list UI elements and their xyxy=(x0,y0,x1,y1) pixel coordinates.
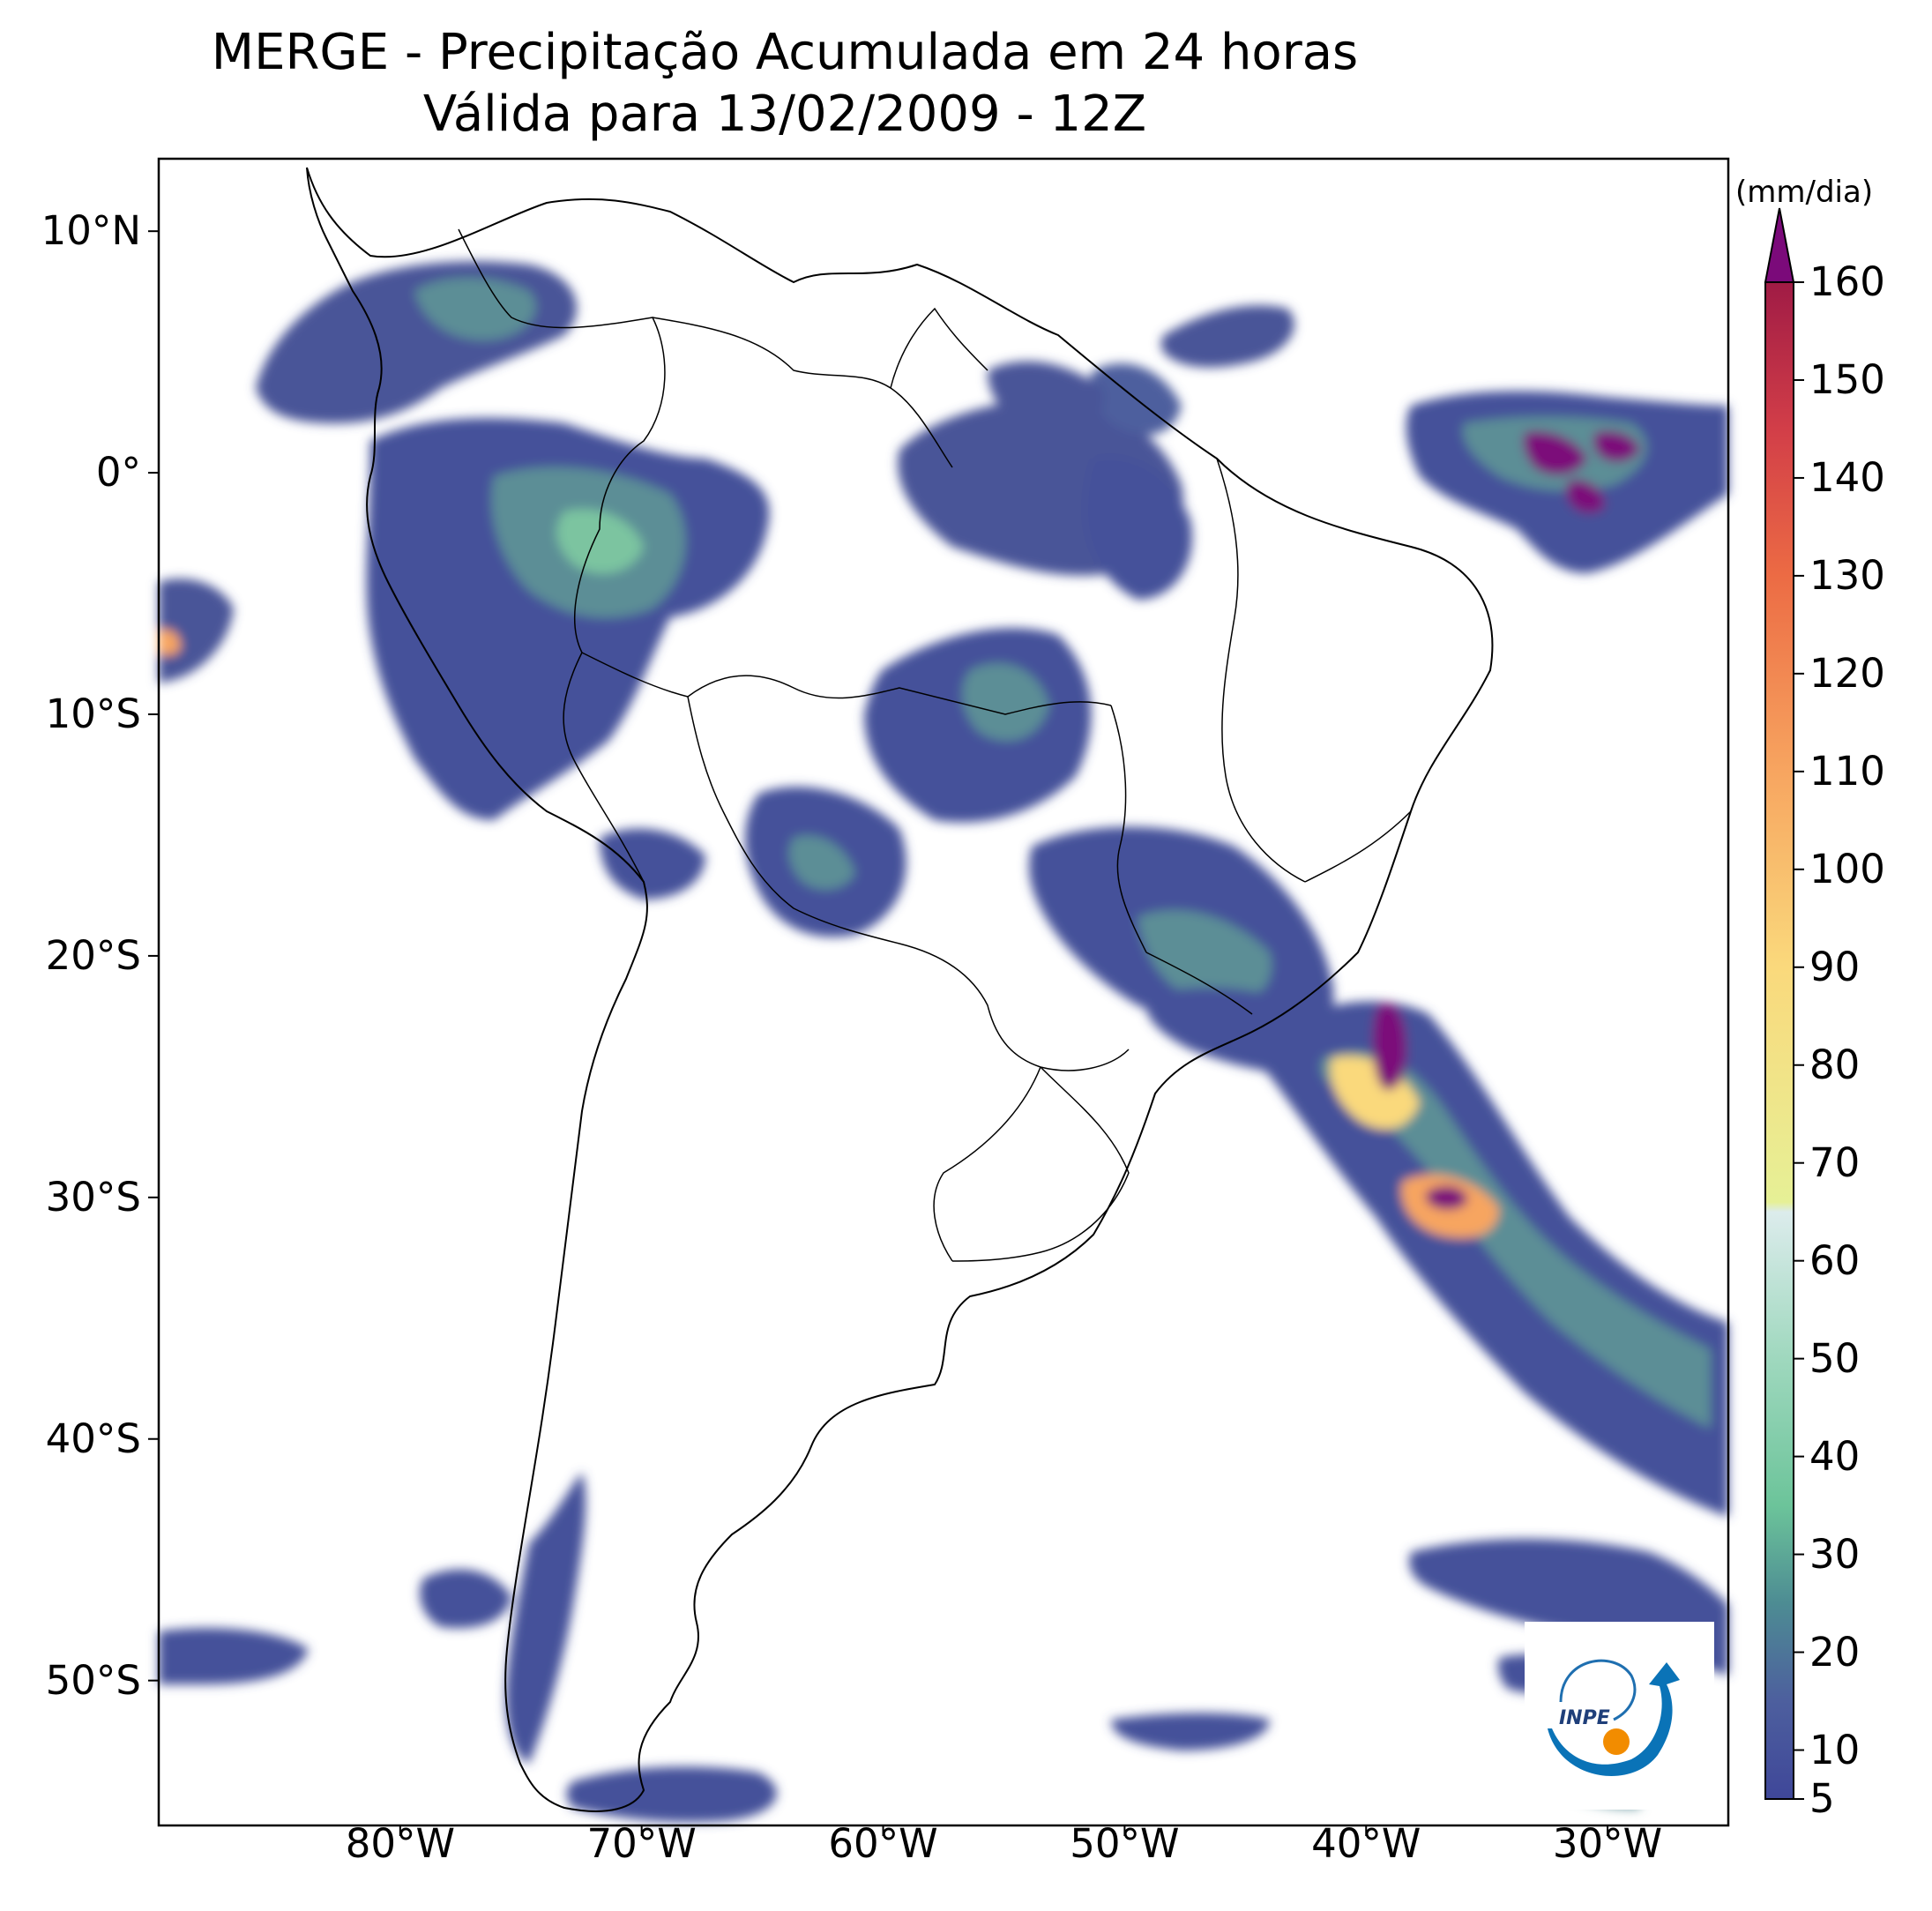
lat-tick-label: 30°S xyxy=(45,1173,141,1221)
logo-text: INPE xyxy=(1559,1707,1610,1729)
lon-tick-label: 30°W xyxy=(1552,1820,1663,1867)
inpe-logo: INPE xyxy=(1525,1622,1714,1810)
coastline xyxy=(306,167,1494,1812)
map-frame xyxy=(157,157,1730,1827)
logo-swoosh-icon xyxy=(1548,1662,1680,1776)
country-borders xyxy=(458,228,1412,1262)
colorbar-unit: (mm/dia) xyxy=(1735,175,1874,210)
lon-tick-label: 50°W xyxy=(1070,1820,1180,1867)
lon-tick-label: 70°W xyxy=(586,1820,697,1867)
logo-orbit-icon xyxy=(1559,1659,1637,1721)
map-title: MERGE - Precipitação Acumulada em 24 hor… xyxy=(211,24,1359,81)
colorbar-tick-label: 110 xyxy=(1809,747,1885,795)
colorbar xyxy=(1764,207,1804,1800)
lat-tick-label: 50°S xyxy=(45,1656,141,1704)
map-subtitle: Válida para 13/02/2009 - 12Z xyxy=(422,86,1147,143)
precipitation-field xyxy=(159,261,1728,1823)
lat-tick-label: 10°S xyxy=(45,690,141,737)
lon-tick-label: 40°W xyxy=(1311,1820,1421,1867)
colorbar-tick-label: 70 xyxy=(1809,1138,1861,1186)
colorbar-tick-label: 30 xyxy=(1809,1530,1861,1578)
lat-tick-label: 20°S xyxy=(45,931,141,979)
lat-tick-label: 40°S xyxy=(45,1415,141,1462)
colorbar-tick-label: 120 xyxy=(1809,649,1885,697)
colorbar-tick-label: 130 xyxy=(1809,551,1885,599)
colorbar-tick-marks xyxy=(1794,281,1804,1800)
colorbar-tick-label: 10 xyxy=(1809,1726,1861,1773)
colorbar-tick-label: 50 xyxy=(1809,1334,1861,1382)
colorbar-tick-label: 160 xyxy=(1809,258,1885,305)
colorbar-extend-arrow xyxy=(1764,207,1795,283)
lon-tick-label: 60°W xyxy=(828,1820,938,1867)
lat-tick-marks xyxy=(148,230,159,1682)
colorbar-bar xyxy=(1764,281,1794,1800)
colorbar-tick-label: 80 xyxy=(1809,1041,1861,1088)
colorbar-tick-label: 5 xyxy=(1809,1775,1835,1822)
lon-tick-label: 80°W xyxy=(345,1820,455,1867)
lat-tick-label: 10°N xyxy=(41,207,141,255)
colorbar-tick-label: 20 xyxy=(1809,1628,1861,1676)
colorbar-tick-label: 90 xyxy=(1809,943,1861,990)
colorbar-tick-label: 40 xyxy=(1809,1432,1861,1480)
lat-tick-label: 0° xyxy=(95,449,141,496)
colorbar-tick-label: 150 xyxy=(1809,355,1885,403)
colorbar-tick-label: 60 xyxy=(1809,1236,1861,1284)
colorbar-tick-label: 100 xyxy=(1809,845,1885,892)
logo-sun-icon xyxy=(1603,1728,1630,1755)
colorbar-tick-label: 140 xyxy=(1809,453,1885,501)
lon-tick-marks xyxy=(399,1825,1609,1836)
